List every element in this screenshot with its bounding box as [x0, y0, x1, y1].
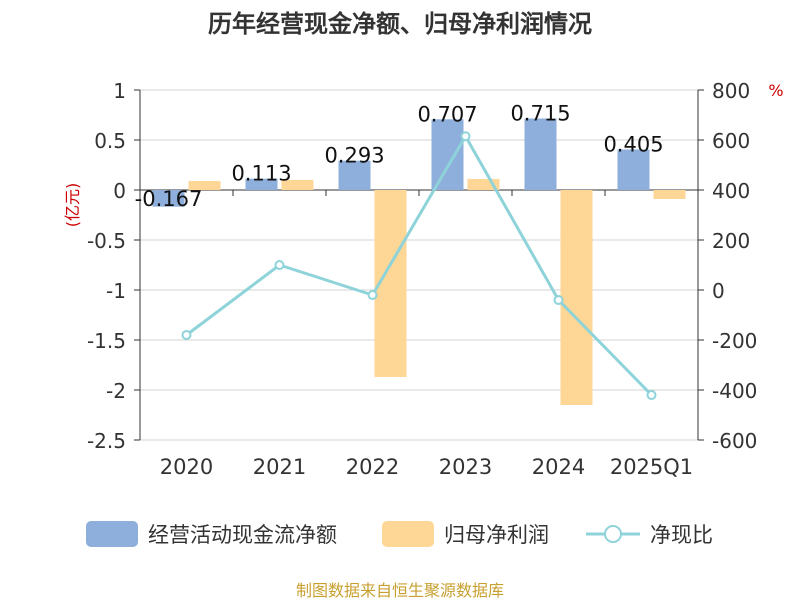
chart-title: 历年经营现金净额、归母净利润情况 [208, 10, 592, 38]
legend-label-ratio: 净现比 [650, 523, 713, 547]
legend-label-netprofit: 归母净利润 [444, 523, 549, 547]
y-left-tick-label: 0 [113, 179, 126, 203]
data-label-cashflow: 0.707 [417, 102, 477, 126]
point-ratio [181, 330, 192, 340]
point-ratio [367, 290, 378, 300]
x-tick-label: 2022 [346, 455, 399, 479]
legend-label-cashflow: 经营活动现金流净额 [148, 523, 337, 547]
y-left-tick-label: -0.5 [87, 229, 126, 253]
x-tick-label: 2025Q1 [610, 455, 693, 479]
bar-cashflow [431, 119, 464, 190]
y-right-tick-label: 800 [712, 79, 750, 103]
bar-cashflow [245, 178, 278, 190]
y-left-tick-label: -1.5 [87, 329, 126, 353]
data-label-cashflow: 0.715 [510, 102, 570, 126]
bar-netprofit [188, 181, 221, 190]
y-right-tick-label: 400 [712, 179, 750, 203]
legend-item-netprofit[interactable]: 归母净利润 [382, 514, 549, 554]
point-ratio [460, 131, 471, 142]
point-ratio [553, 295, 564, 305]
y-right-tick-label: -200 [712, 329, 757, 353]
bar-cashflow [524, 118, 557, 190]
legend-swatch-netprofit [382, 521, 434, 547]
y-left-tick-label: 0.5 [94, 129, 126, 153]
x-tick-label: 2024 [532, 455, 585, 479]
x-tick-label: 2023 [439, 455, 492, 479]
legend-swatch-ratio [586, 525, 640, 543]
line-ratio [185, 133, 653, 397]
data-label-cashflow: -0.167 [135, 187, 203, 211]
legend: 经营活动现金流净额 归母净利润 净现比 [0, 514, 800, 554]
y-right-tick-label: 600 [712, 129, 750, 153]
y-left-tick-label: -1 [106, 279, 126, 303]
legend-item-cashflow[interactable]: 经营活动现金流净额 [86, 514, 337, 554]
source-note: 制图数据来自恒生聚源数据库 [295, 581, 504, 600]
y-left-tick-label: -2.5 [87, 429, 126, 453]
y-right-tick-label: -600 [712, 429, 757, 453]
bar-cashflow [338, 160, 371, 190]
data-label-cashflow: 0.113 [231, 162, 291, 186]
y-left-tick-label: -2 [106, 379, 126, 403]
data-label-cashflow: 0.293 [324, 144, 384, 168]
y-right-axis-label: % [768, 81, 783, 100]
y-left-tick-label: 1 [113, 79, 126, 103]
bar-netprofit [560, 190, 593, 405]
y-right-tick-label: 200 [712, 229, 750, 253]
legend-item-ratio[interactable]: 净现比 [586, 514, 713, 554]
data-label-cashflow: 0.405 [603, 133, 663, 157]
bar-cashflow [617, 149, 650, 190]
bar-cashflow [152, 190, 185, 207]
bar-netprofit [653, 190, 686, 199]
legend-swatch-cashflow [86, 521, 138, 547]
bar-netprofit [281, 180, 314, 190]
point-ratio [274, 260, 285, 270]
point-ratio [646, 390, 657, 400]
y-right-tick-label: 0 [712, 279, 725, 303]
x-tick-label: 2021 [253, 455, 306, 479]
y-left-axis-label: (亿元) [63, 183, 82, 228]
bar-netprofit [467, 179, 500, 190]
y-right-tick-label: -400 [712, 379, 757, 403]
x-tick-label: 2020 [160, 455, 213, 479]
